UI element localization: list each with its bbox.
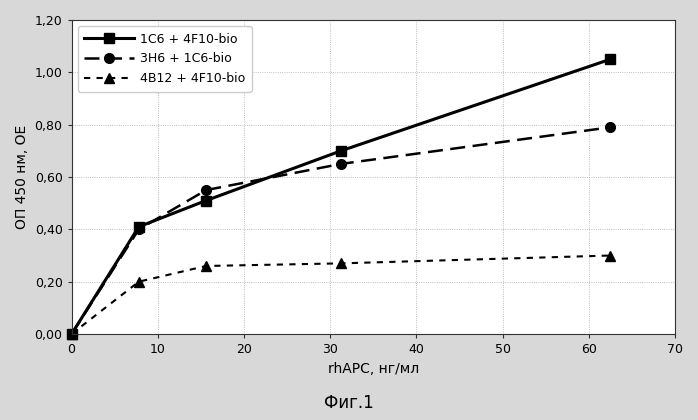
- 3H6 + 1C6-bio: [606, 125, 614, 130]
- Legend: 1C6 + 4F10-bio, 3H6 + 1C6-bio, 4B12 + 4F10-bio: 1C6 + 4F10-bio, 3H6 + 1C6-bio, 4B12 + 4F…: [78, 26, 252, 92]
- Line: 1C6 + 4F10-bio: 1C6 + 4F10-bio: [67, 55, 615, 339]
- 4B12 + 4F10-bio: [606, 253, 614, 258]
- 3H6 + 1C6-bio: [68, 331, 76, 336]
- 3H6 + 1C6-bio: [202, 188, 210, 193]
- Y-axis label: ОП 450 нм, ОЕ: ОП 450 нм, ОЕ: [15, 125, 29, 229]
- X-axis label: rhAPC, нг/мл: rhAPC, нг/мл: [327, 362, 419, 375]
- 4B12 + 4F10-bio: [68, 331, 76, 336]
- 4B12 + 4F10-bio: [336, 261, 345, 266]
- Line: 4B12 + 4F10-bio: 4B12 + 4F10-bio: [67, 251, 615, 339]
- 1C6 + 4F10-bio: [135, 224, 143, 229]
- 1C6 + 4F10-bio: [68, 331, 76, 336]
- 4B12 + 4F10-bio: [202, 263, 210, 268]
- Text: Фиг.1: Фиг.1: [324, 394, 374, 412]
- 3H6 + 1C6-bio: [135, 227, 143, 232]
- 1C6 + 4F10-bio: [202, 198, 210, 203]
- 1C6 + 4F10-bio: [336, 148, 345, 153]
- 4B12 + 4F10-bio: [135, 279, 143, 284]
- 1C6 + 4F10-bio: [606, 57, 614, 62]
- Line: 3H6 + 1C6-bio: 3H6 + 1C6-bio: [67, 122, 615, 339]
- 3H6 + 1C6-bio: [336, 161, 345, 166]
